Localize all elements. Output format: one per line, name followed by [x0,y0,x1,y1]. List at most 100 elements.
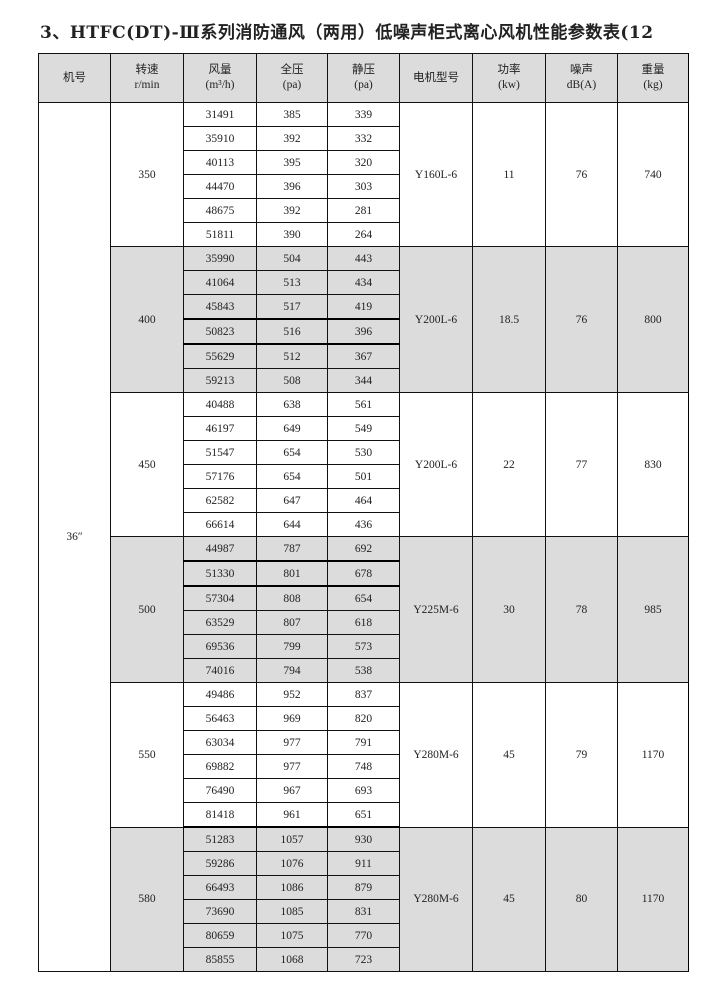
total-pressure-cell: 967 [256,778,328,803]
static-pressure-cell: 911 [327,851,400,876]
table-row: 400 35990 504 443 Y200L-6 18.5 76 800 [39,246,689,393]
airflow-cell: 73690 [183,899,257,924]
header-unit: (pa) [282,79,302,91]
table-header-row: 机号 转速 r/min 风量 (m³/h) 全压 (pa) 静压 (pa) 电机型号 功率 (kw) 噪… [38,53,689,103]
airflow-cell: 41064 [183,270,257,295]
speed-cell: 580 [110,826,184,972]
header-label: 全压 [280,64,304,76]
table-row: 40113 395 320 [39,150,689,175]
static-pressure-cell: 264 [327,222,400,247]
total-pressure-cell: 794 [256,658,328,683]
table-row: 57304 808 654 [39,585,689,611]
total-pressure-cell: 977 [256,754,328,779]
airflow-cell: 74016 [183,658,257,683]
noise-cell: 76 [545,102,618,247]
header-total-pressure: 全压 (pa) [256,53,328,103]
static-pressure-cell: 501 [327,464,400,489]
static-pressure-cell: 339 [327,102,400,127]
static-pressure-cell: 367 [327,343,400,369]
airflow-cell: 45843 [183,294,257,320]
airflow-cell: 44987 [183,536,257,562]
weight-cell: 800 [617,246,689,393]
airflow-cell: 69882 [183,754,257,779]
total-pressure-cell: 517 [256,294,328,320]
static-pressure-cell: 464 [327,488,400,513]
table-row: 66614 644 436 [39,512,689,537]
header-label: 机号 [63,71,86,84]
power-cell: 30 [472,536,546,683]
airflow-cell: 44470 [183,174,257,199]
power-cell: 22 [472,392,546,537]
airflow-cell: 46197 [183,416,257,441]
page-title: 3、HTFC(DT)-Ⅲ系列消防通风（两用）低噪声柜式离心风机性能参数表(12 [40,23,654,43]
static-pressure-cell: 820 [327,706,400,731]
header-label: 噪声 [570,64,593,76]
motor-model-cell: Y200L-6 [399,246,473,393]
table-row: 35910 392 332 [39,126,689,151]
static-pressure-cell: 538 [327,658,400,683]
header-label: 重量 [641,64,665,76]
machine-no-cell: 36″ [38,102,111,972]
airflow-cell: 81418 [183,802,257,828]
airflow-cell: 49486 [183,682,257,707]
total-pressure-cell: 1086 [256,875,328,900]
total-pressure-cell: 516 [256,318,328,345]
total-pressure-cell: 638 [256,392,328,417]
airflow-cell: 66493 [183,875,257,900]
static-pressure-cell: 281 [327,198,400,223]
header-speed: 转速 r/min [110,53,184,103]
table-row: 550 49486 952 837 Y280M-6 45 79 1170 [39,682,689,828]
motor-model-cell: Y200L-6 [399,392,473,537]
table-row: 73690 1085 831 [39,899,689,924]
static-pressure-cell: 748 [327,754,400,779]
airflow-cell: 66614 [183,512,257,537]
static-pressure-cell: 303 [327,174,400,199]
total-pressure-cell: 952 [256,682,328,707]
table-row: 59213 508 344 [39,368,689,393]
header-motor-model: 电机型号 [399,53,473,103]
airflow-cell: 40113 [183,150,257,175]
airflow-cell: 50823 [183,318,257,345]
static-pressure-cell: 443 [327,246,400,271]
header-noise: 噪声 dB(A) [545,53,618,103]
airflow-cell: 69536 [183,634,257,659]
weight-cell: 830 [617,392,689,537]
total-pressure-cell: 654 [256,440,328,465]
total-pressure-cell: 1057 [256,826,328,852]
table-row: 85855 1068 723 [39,947,689,972]
table-row: 44470 396 303 [39,174,689,199]
table-row: 51811 390 264 [39,222,689,247]
airflow-cell: 59213 [183,368,257,393]
total-pressure-cell: 801 [256,560,328,587]
airflow-cell: 55629 [183,343,257,369]
static-pressure-cell: 434 [327,270,400,295]
weight-cell: 1170 [617,826,689,972]
header-label: 静压 [352,64,375,76]
airflow-cell: 76490 [183,778,257,803]
static-pressure-cell: 723 [327,947,400,972]
airflow-cell: 57176 [183,464,257,489]
header-unit: (m³/h) [205,79,235,91]
header-unit: r/min [134,79,160,91]
table-row: 580 51283 1057 930 Y280M-6 45 80 1170 [39,826,689,972]
noise-cell: 76 [545,246,618,393]
airflow-cell: 31491 [183,102,257,127]
airflow-cell: 80659 [183,923,257,948]
speed-cell: 550 [110,682,184,828]
table-row: 57176 654 501 [39,464,689,489]
airflow-cell: 48675 [183,198,257,223]
header-unit: (kg) [643,79,663,91]
total-pressure-cell: 644 [256,512,328,537]
total-pressure-cell: 512 [256,343,328,369]
static-pressure-cell: 654 [327,585,400,611]
airflow-cell: 35910 [183,126,257,151]
motor-model-cell: Y280M-6 [399,682,473,828]
speed-cell: 500 [110,536,184,683]
noise-cell: 78 [545,536,618,683]
total-pressure-cell: 808 [256,585,328,611]
table-row: 55629 512 367 [39,343,689,369]
table-row: 450 40488 638 561 Y200L-6 22 77 830 [39,392,689,537]
table-row: 66493 1086 879 [39,875,689,900]
motor-model-cell: Y280M-6 [399,826,473,972]
static-pressure-cell: 791 [327,730,400,755]
